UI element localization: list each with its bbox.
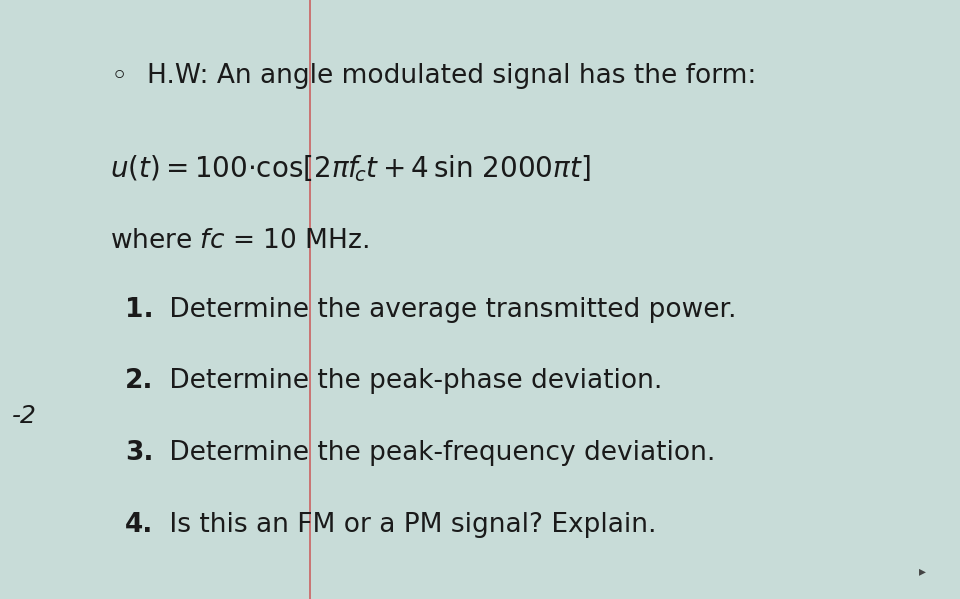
Text: $u(t) = 100{\cdot}\cos[2\pi f_{\!c}t + 4\,\sin\,2000\pi t]$: $u(t) = 100{\cdot}\cos[2\pi f_{\!c}t + 4…	[110, 153, 591, 183]
Text: where $\mathit{fc}$ = 10 MHz.: where $\mathit{fc}$ = 10 MHz.	[110, 228, 369, 253]
Text: Determine the average transmitted power.: Determine the average transmitted power.	[161, 297, 736, 322]
Text: 1.: 1.	[125, 297, 154, 322]
Text: 4.: 4.	[125, 512, 154, 538]
Text: Is this an FM or a PM signal? Explain.: Is this an FM or a PM signal? Explain.	[161, 512, 657, 538]
Text: H.W: An angle modulated signal has the form:: H.W: An angle modulated signal has the f…	[147, 63, 756, 89]
Text: 3.: 3.	[125, 440, 154, 466]
Text: -2: -2	[12, 404, 36, 428]
Text: Determine the peak-frequency deviation.: Determine the peak-frequency deviation.	[161, 440, 715, 466]
Text: ◦: ◦	[110, 63, 128, 91]
Text: 2.: 2.	[125, 368, 154, 394]
Text: Determine the peak-phase deviation.: Determine the peak-phase deviation.	[161, 368, 662, 394]
FancyBboxPatch shape	[0, 0, 67, 599]
Text: ▸: ▸	[920, 564, 926, 578]
